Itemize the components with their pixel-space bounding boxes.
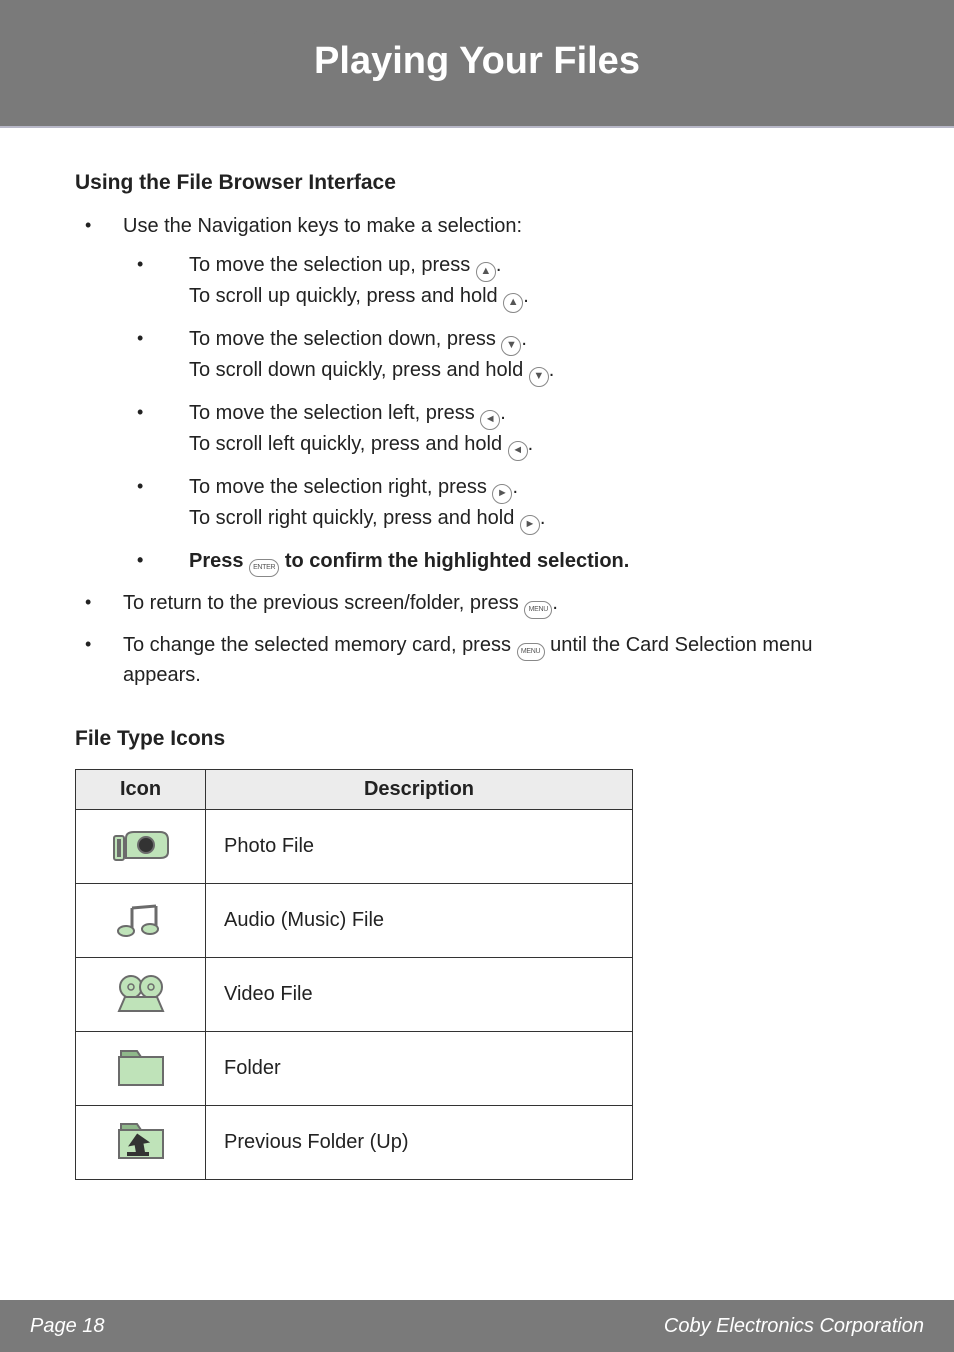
change-prefix: To change the selected memory card, pres… bbox=[123, 634, 517, 656]
file-type-section: File Type Icons Icon Description Photo F… bbox=[75, 724, 879, 1179]
nav-right-move: To move the selection right, press bbox=[189, 476, 492, 498]
intro-text: Use the Navigation keys to make a select… bbox=[123, 215, 522, 237]
confirm-prefix: Press bbox=[189, 550, 249, 572]
page-title: Playing Your Files bbox=[314, 40, 640, 83]
header-band: Playing Your Files bbox=[0, 0, 954, 128]
footer: Page 18 Coby Electronics Corporation bbox=[0, 1300, 954, 1352]
menu-button-icon: MENU bbox=[524, 601, 552, 619]
desc-cell: Previous Folder (Up) bbox=[206, 1105, 633, 1179]
nav-left-move: To move the selection left, press bbox=[189, 402, 480, 424]
nav-up-scroll: To scroll up quickly, press and hold bbox=[189, 285, 503, 307]
desc-cell: Audio (Music) File bbox=[206, 883, 633, 957]
header-inner: Playing Your Files bbox=[254, 30, 700, 93]
photo-file-icon bbox=[76, 809, 206, 883]
content-area: Using the File Browser Interface Use the… bbox=[0, 128, 954, 1180]
intro-item: Use the Navigation keys to make a select… bbox=[75, 212, 879, 577]
nav-down-move: To move the selection down, press bbox=[189, 328, 501, 350]
audio-file-icon bbox=[76, 883, 206, 957]
section-heading-browser: Using the File Browser Interface bbox=[75, 168, 879, 198]
enter-button-icon: ENTER bbox=[249, 559, 279, 577]
nav-up-move: To move the selection up, press bbox=[189, 254, 476, 276]
nav-item-up: To move the selection up, press ▲. To sc… bbox=[123, 251, 879, 313]
nav-item-down: To move the selection down, press ▼. To … bbox=[123, 325, 879, 387]
return-prefix: To return to the previous screen/folder,… bbox=[123, 592, 524, 614]
change-card-item: To change the selected memory card, pres… bbox=[75, 631, 879, 690]
footer-company: Coby Electronics Corporation bbox=[664, 1315, 924, 1338]
nav-right-scroll: To scroll right quickly, press and hold bbox=[189, 507, 520, 529]
video-file-icon bbox=[76, 957, 206, 1031]
left-arrow-icon: ◄ bbox=[480, 410, 500, 430]
table-row: Previous Folder (Up) bbox=[76, 1105, 633, 1179]
nav-sublist: To move the selection up, press ▲. To sc… bbox=[123, 251, 879, 577]
desc-cell: Photo File bbox=[206, 809, 633, 883]
header-underline bbox=[0, 126, 954, 128]
file-type-table: Icon Description Photo File bbox=[75, 769, 633, 1180]
table-row: Audio (Music) File bbox=[76, 883, 633, 957]
return-suffix: . bbox=[552, 592, 558, 614]
down-arrow-icon: ▼ bbox=[529, 367, 549, 387]
nav-down-scroll: To scroll down quickly, press and hold bbox=[189, 359, 529, 381]
instruction-list: Use the Navigation keys to make a select… bbox=[75, 212, 879, 690]
left-arrow-icon: ◄ bbox=[508, 441, 528, 461]
table-header-row: Icon Description bbox=[76, 769, 633, 809]
up-arrow-icon: ▲ bbox=[503, 293, 523, 313]
desc-cell: Folder bbox=[206, 1031, 633, 1105]
down-arrow-icon: ▼ bbox=[501, 336, 521, 356]
nav-left-scroll: To scroll left quickly, press and hold bbox=[189, 433, 508, 455]
footer-page: Page 18 bbox=[30, 1315, 105, 1338]
th-desc: Description bbox=[206, 769, 633, 809]
section-heading-icons: File Type Icons bbox=[75, 724, 879, 754]
right-arrow-icon: ► bbox=[492, 484, 512, 504]
confirm-suffix: to confirm the highlighted selection. bbox=[279, 550, 629, 572]
folder-icon bbox=[76, 1031, 206, 1105]
desc-cell: Video File bbox=[206, 957, 633, 1031]
nav-item-right: To move the selection right, press ►. To… bbox=[123, 473, 879, 535]
up-arrow-icon: ▲ bbox=[476, 262, 496, 282]
table-row: Photo File bbox=[76, 809, 633, 883]
right-arrow-icon: ► bbox=[520, 515, 540, 535]
menu-button-icon: MENU bbox=[517, 643, 545, 661]
nav-item-confirm: Press ENTER to confirm the highlighted s… bbox=[123, 547, 879, 577]
nav-item-left: To move the selection left, press ◄. To … bbox=[123, 399, 879, 461]
th-icon: Icon bbox=[76, 769, 206, 809]
table-row: Folder bbox=[76, 1031, 633, 1105]
return-item: To return to the previous screen/folder,… bbox=[75, 589, 879, 619]
previous-folder-icon bbox=[76, 1105, 206, 1179]
table-row: Video File bbox=[76, 957, 633, 1031]
